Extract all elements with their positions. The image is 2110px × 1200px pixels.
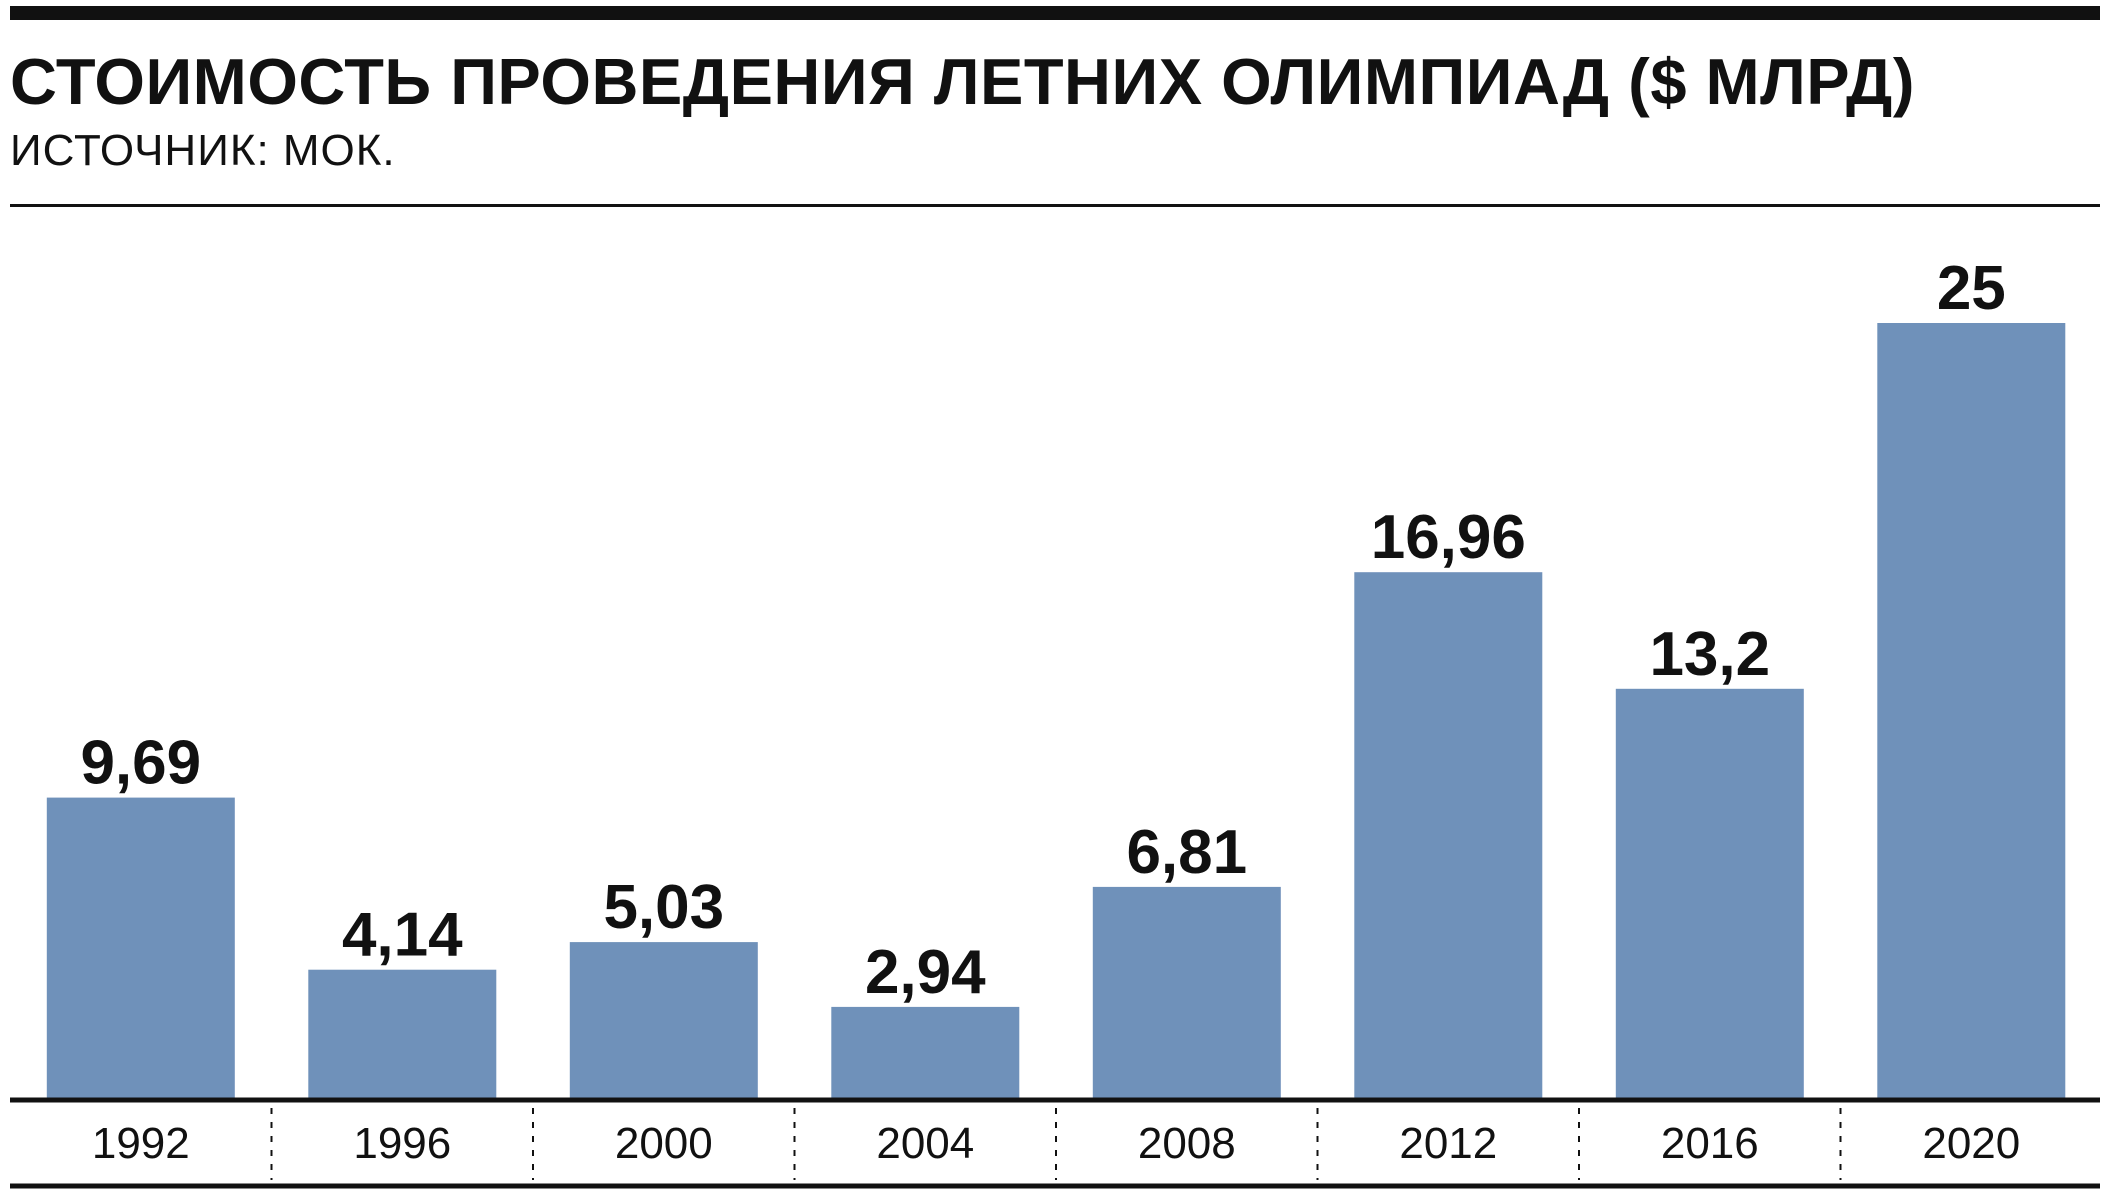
chart-source: ИСТОЧНИК: МОК. — [10, 126, 396, 175]
tick-label-1996: 1996 — [353, 1119, 451, 1168]
value-label-2012: 16,96 — [1371, 503, 1526, 572]
tick-label-1992: 1992 — [92, 1119, 190, 1168]
value-label-1996: 4,14 — [342, 901, 463, 970]
header-divider — [10, 204, 2100, 207]
bar-1992 — [46, 797, 235, 1098]
value-label-2000: 5,03 — [603, 873, 724, 942]
tick-label-2004: 2004 — [876, 1119, 974, 1168]
top-rule — [10, 6, 2100, 20]
value-label-2020: 25 — [1937, 254, 2006, 323]
x-tick-labels: 1992 1996 2000 2004 2008 2012 2016 2020 — [92, 1119, 2020, 1168]
category-separators — [270, 1108, 1842, 1180]
bars-group — [46, 323, 2066, 1098]
value-labels-group: 9,69 4,14 5,03 2,94 6,81 16,96 13,2 25 — [80, 254, 2005, 1007]
value-label-2004: 2,94 — [865, 938, 986, 1007]
value-label-2008: 6,81 — [1126, 818, 1247, 887]
tick-label-2020: 2020 — [1922, 1119, 2020, 1168]
bar-2000 — [569, 942, 758, 1098]
tick-label-2016: 2016 — [1661, 1119, 1759, 1168]
bar-2008 — [1092, 886, 1281, 1098]
bar-1996 — [308, 969, 497, 1098]
bar-2016 — [1615, 688, 1804, 1098]
bar-2012 — [1354, 572, 1543, 1098]
value-label-1992: 9,69 — [80, 729, 201, 798]
bar-2020 — [1877, 323, 2066, 1098]
tick-label-2012: 2012 — [1399, 1119, 1497, 1168]
tick-label-2000: 2000 — [615, 1119, 713, 1168]
chart-title: СТОИМОСТЬ ПРОВЕДЕНИЯ ЛЕТНИХ ОЛИМПИАД ($ … — [10, 45, 1915, 118]
value-label-2016: 13,2 — [1649, 620, 1770, 689]
bar-2004 — [831, 1006, 1020, 1098]
tick-label-2008: 2008 — [1138, 1119, 1236, 1168]
